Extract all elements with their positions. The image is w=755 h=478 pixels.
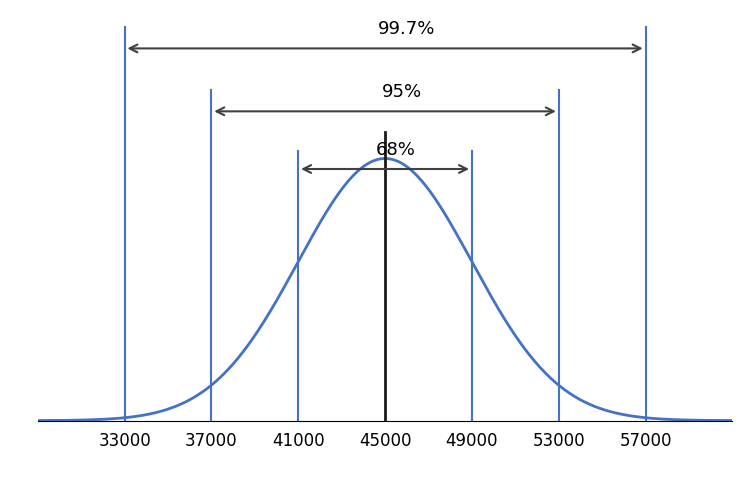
Text: 68%: 68% bbox=[376, 141, 416, 159]
Text: 99.7%: 99.7% bbox=[378, 20, 436, 38]
Text: 95%: 95% bbox=[382, 83, 423, 101]
